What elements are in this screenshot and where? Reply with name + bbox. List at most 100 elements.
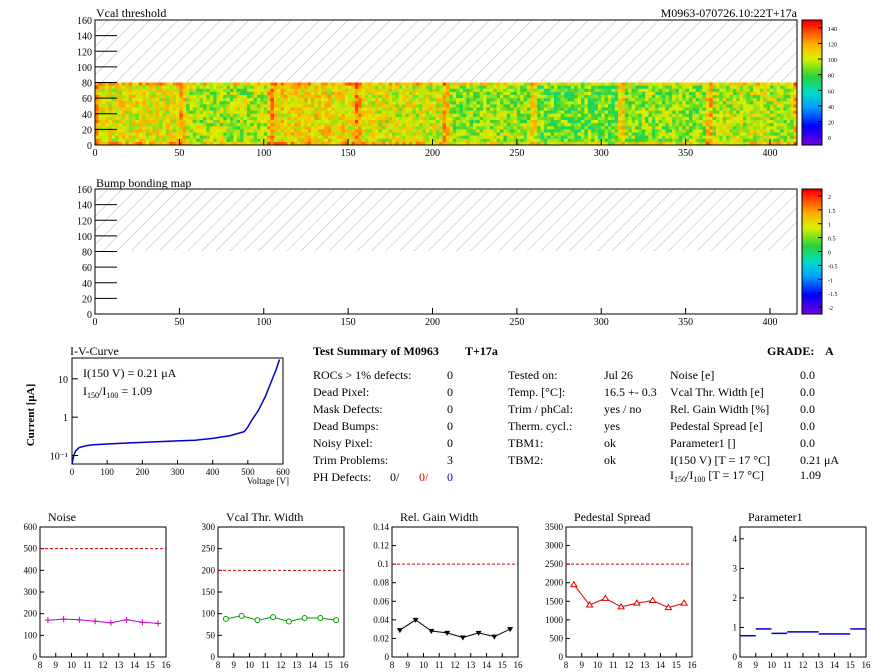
heat-cell	[115, 88, 119, 93]
heat-cell	[489, 138, 494, 143]
heat-cell	[547, 126, 551, 130]
heat-cell	[152, 120, 157, 124]
heat-cell	[415, 120, 420, 124]
heat-cell	[270, 91, 275, 96]
heat-cell	[739, 82, 744, 86]
heat-cell	[695, 141, 700, 146]
heat-cell	[233, 129, 238, 133]
map-x-tick-label: 50	[174, 317, 184, 328]
heat-cell	[165, 116, 170, 121]
heat-cell	[115, 98, 119, 102]
heat-cell	[692, 132, 697, 136]
heat-cell	[473, 120, 477, 124]
heat-cell	[763, 132, 767, 136]
heat-cell	[145, 116, 150, 121]
heat-cell	[581, 101, 585, 105]
heat-cell	[466, 88, 470, 93]
heat-cell	[152, 116, 157, 121]
heat-cell	[101, 104, 106, 108]
heat-cell	[321, 126, 325, 130]
heat-cell	[388, 113, 393, 118]
heat-cell	[668, 126, 673, 130]
heat-cell	[419, 101, 423, 105]
heat-cell	[246, 107, 251, 111]
heat-cell	[273, 141, 278, 146]
heat-cell	[152, 129, 157, 133]
heat-cell	[263, 138, 268, 143]
heat-cell	[631, 82, 636, 86]
heat-cell	[425, 104, 430, 108]
heat-cell	[321, 101, 325, 105]
palette-label: 2	[828, 195, 831, 201]
heat-cell	[402, 85, 406, 90]
heat-cell	[699, 135, 703, 140]
heat-cell	[307, 91, 312, 96]
heat-cell	[432, 110, 437, 115]
heat-cell	[692, 135, 697, 140]
heat-cell	[236, 116, 241, 121]
heat-cell	[267, 104, 271, 108]
heat-cell	[692, 138, 697, 143]
heat-cell	[331, 101, 335, 105]
heat-cell	[493, 113, 497, 118]
heat-cell	[567, 120, 572, 124]
heat-cell	[597, 126, 602, 130]
heat-cell	[429, 95, 433, 99]
heat-cell	[705, 104, 710, 108]
heat-cell	[550, 123, 555, 127]
heat-cell	[685, 101, 690, 105]
histogram-x-tick-label: 13	[640, 660, 650, 670]
heat-cell	[159, 126, 163, 130]
heat-cell	[118, 120, 123, 124]
heat-cell	[415, 98, 420, 102]
histogram-point	[664, 603, 673, 611]
heat-cell	[763, 129, 767, 133]
heat-cell	[368, 95, 373, 99]
heat-cell	[645, 95, 649, 99]
heat-cell	[125, 98, 130, 102]
summary-label: Noisy Pixel:	[313, 436, 373, 450]
heat-cell	[594, 129, 599, 133]
heat-cell	[483, 138, 487, 143]
palette-band	[802, 22, 822, 26]
histogram-x-tick-label: 14	[308, 660, 318, 670]
heat-cell	[523, 110, 528, 115]
heat-cell	[115, 138, 119, 143]
heat-cell	[304, 129, 308, 133]
heat-cell	[402, 88, 406, 93]
heat-cell	[169, 98, 173, 102]
heat-cell	[311, 101, 315, 105]
heat-cell	[506, 116, 511, 121]
heat-cell	[591, 82, 595, 86]
heat-cell	[209, 110, 214, 115]
heat-cell	[98, 91, 103, 96]
heat-cell	[105, 104, 109, 108]
heat-cell	[655, 132, 659, 136]
heat-cell	[213, 141, 217, 146]
heat-cell	[226, 91, 231, 96]
heat-cell	[95, 88, 99, 93]
heat-cell	[422, 85, 427, 90]
heat-cell	[533, 141, 538, 146]
heat-cell	[219, 101, 224, 105]
heat-cell	[726, 88, 730, 93]
heat-cell	[705, 91, 710, 96]
histogram-x-tick-label: 15	[498, 660, 508, 670]
heat-cell	[543, 116, 548, 121]
heat-cell	[280, 98, 285, 102]
heat-cell	[452, 110, 457, 115]
heat-cell	[506, 110, 511, 115]
summary-label: Rel. Gain Width [%]	[670, 402, 769, 416]
heat-cell	[506, 104, 511, 108]
heat-cell	[344, 116, 349, 121]
heat-cell	[98, 135, 103, 140]
heat-cell	[608, 104, 612, 108]
summary-label: Noise [e]	[670, 368, 714, 382]
heat-cell	[142, 91, 146, 96]
heat-cell	[672, 132, 676, 136]
heat-cell	[236, 110, 241, 115]
heat-cell	[523, 91, 528, 96]
heat-cell	[260, 101, 265, 105]
heat-cell	[675, 104, 680, 108]
heat-cell	[368, 129, 373, 133]
